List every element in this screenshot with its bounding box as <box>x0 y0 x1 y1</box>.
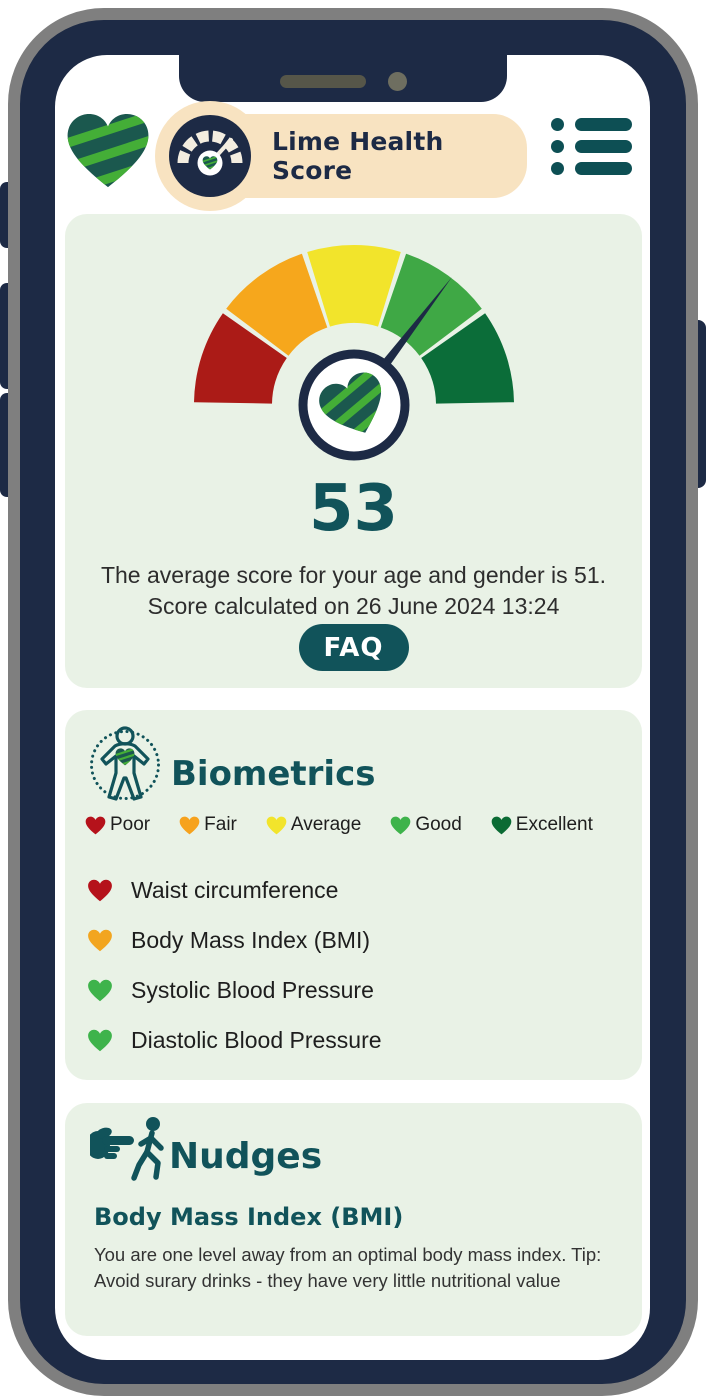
nudges-title: Nudges <box>169 1136 323 1177</box>
score-description: The average score for your age and gende… <box>100 562 607 619</box>
score-value: 53 <box>308 472 399 546</box>
rating-heart-icon <box>88 979 112 1002</box>
menu-button[interactable] <box>551 118 632 175</box>
heart-icon <box>85 816 106 834</box>
legend-item-fair: Fair <box>179 814 237 836</box>
biometrics-title: Biometrics <box>171 754 376 794</box>
heart-icon <box>179 816 200 834</box>
legend-item-average: Average <box>266 814 361 836</box>
list-menu-icon <box>551 118 632 131</box>
rating-heart-icon <box>88 1029 112 1052</box>
gauge-dial-icon <box>169 115 251 197</box>
app-screen: Lime Health Score <box>55 55 650 1360</box>
gauge-segment-poor <box>193 313 287 404</box>
biometric-row: Systolic Blood Pressure <box>87 977 374 1004</box>
gauge-segment-excellent <box>420 313 514 404</box>
nudge-metric-title: Body Mass Index (BMI) <box>94 1203 404 1231</box>
biometric-row: Waist circumference <box>87 877 338 904</box>
phone-notch <box>179 55 507 102</box>
front-camera-icon <box>387 72 407 91</box>
gauge-badge <box>155 101 265 211</box>
heart-icon <box>390 816 411 834</box>
app-logo-heart-icon <box>65 112 151 190</box>
rating-heart-icon <box>88 879 112 902</box>
heart-icon <box>266 816 287 834</box>
title-badge: Lime Health Score <box>155 101 527 211</box>
score-card: 53 The average score for your age and ge… <box>65 214 642 688</box>
biometric-row: Body Mass Index (BMI) <box>87 927 370 954</box>
legend-item-excellent: Excellent <box>491 814 593 836</box>
speaker-grille-icon <box>279 75 366 88</box>
legend-item-poor: Poor <box>85 814 150 836</box>
biometric-row: Diastolic Blood Pressure <box>87 1027 382 1054</box>
heart-icon <box>491 816 512 834</box>
legend-item-good: Good <box>390 814 462 836</box>
app-title: Lime Health Score <box>272 127 444 185</box>
gauge-segment-fair <box>225 253 327 356</box>
nudges-card: Nudges Body Mass Index (BMI) You are one… <box>65 1103 642 1336</box>
biometrics-card: Biometrics Poor Fair Average <box>65 710 642 1080</box>
pointing-hand-walker-icon <box>90 1117 164 1181</box>
gauge-segment-average <box>306 245 401 327</box>
health-score-gauge <box>193 245 514 461</box>
faq-button[interactable]: FAQ <box>298 624 409 671</box>
nudge-body-text: You are one level away from an optimal b… <box>94 1244 602 1291</box>
phone-frame: Lime Health Score <box>8 8 698 1396</box>
body-scan-icon <box>90 726 160 801</box>
rating-legend: Poor Fair Average Good <box>85 814 636 836</box>
rating-heart-icon <box>88 929 112 952</box>
